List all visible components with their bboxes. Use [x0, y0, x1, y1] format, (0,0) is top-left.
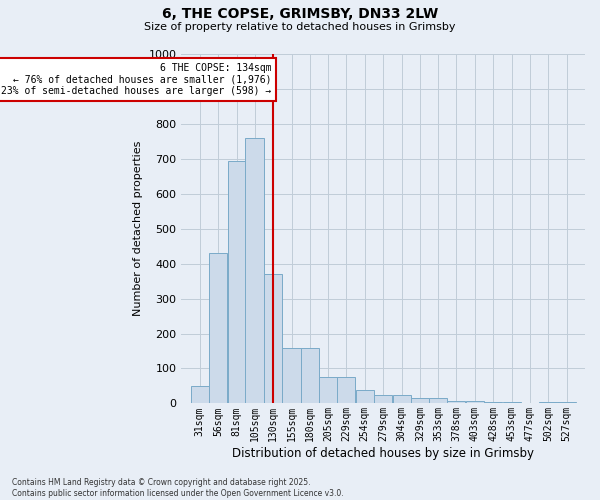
Bar — [319, 377, 338, 404]
Bar — [337, 377, 355, 404]
Text: 6, THE COPSE, GRIMSBY, DN33 2LW: 6, THE COPSE, GRIMSBY, DN33 2LW — [162, 8, 438, 22]
Bar — [191, 386, 209, 404]
Bar — [466, 400, 484, 404]
Bar — [228, 160, 246, 404]
Bar — [301, 348, 319, 404]
Text: Contains HM Land Registry data © Crown copyright and database right 2025.
Contai: Contains HM Land Registry data © Crown c… — [12, 478, 344, 498]
Bar — [429, 398, 447, 404]
Bar — [448, 400, 466, 404]
X-axis label: Distribution of detached houses by size in Grimsby: Distribution of detached houses by size … — [232, 447, 534, 460]
Text: 6 THE COPSE: 134sqm
← 76% of detached houses are smaller (1,976)
23% of semi-det: 6 THE COPSE: 134sqm ← 76% of detached ho… — [1, 62, 272, 96]
Bar — [539, 402, 557, 404]
Bar — [356, 390, 374, 404]
Bar — [374, 394, 392, 404]
Bar — [392, 394, 411, 404]
Bar — [264, 274, 282, 404]
Bar — [411, 398, 429, 404]
Y-axis label: Number of detached properties: Number of detached properties — [133, 141, 143, 316]
Bar — [557, 402, 575, 404]
Text: Size of property relative to detached houses in Grimsby: Size of property relative to detached ho… — [144, 22, 456, 32]
Bar — [245, 138, 263, 404]
Bar — [484, 402, 502, 404]
Bar — [209, 253, 227, 404]
Bar — [283, 348, 301, 404]
Bar — [503, 402, 521, 404]
